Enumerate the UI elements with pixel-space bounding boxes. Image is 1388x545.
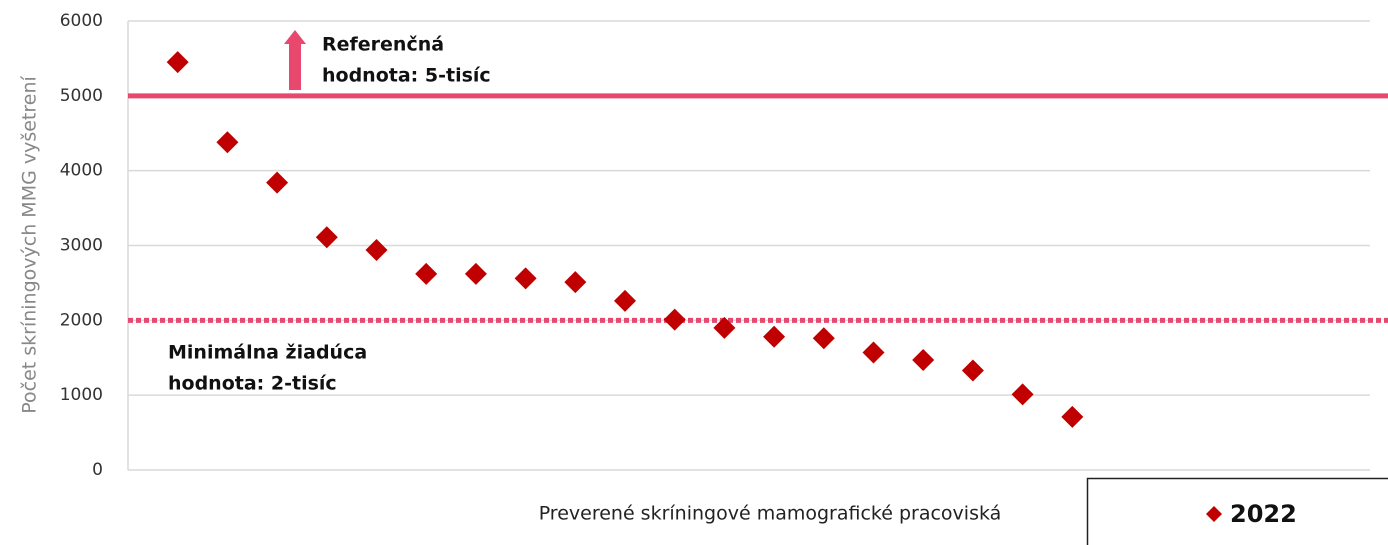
x-axis-label: Preverené skríningové mamografické praco… — [539, 503, 1002, 525]
point — [1061, 405, 1084, 428]
point — [1011, 383, 1034, 406]
point — [663, 308, 686, 331]
legend-label: 2022 — [1230, 500, 1297, 528]
annotation: Minimálna žiadúca — [168, 342, 367, 364]
annotation: Referenčná — [322, 34, 444, 56]
point — [266, 171, 289, 194]
arrow — [284, 30, 306, 90]
point — [365, 238, 388, 261]
y-tick-label: 1000 — [60, 385, 103, 405]
annotation: hodnota: 2-tisíc — [168, 373, 337, 395]
point — [216, 131, 239, 154]
point — [415, 262, 438, 285]
annotation: hodnota: 5-tisíc — [322, 65, 491, 87]
y-tick-label: 5000 — [60, 86, 103, 106]
point — [514, 267, 537, 290]
y-tick-label: 4000 — [60, 161, 103, 181]
point — [961, 359, 984, 382]
y-tick-label: 0 — [92, 460, 103, 480]
point — [564, 271, 587, 294]
point — [614, 289, 636, 312]
y-tick-label: 2000 — [60, 310, 103, 330]
point — [912, 348, 935, 371]
point — [812, 327, 835, 350]
point — [166, 51, 189, 74]
y-axis-label: Počet skríningových MMG vyšetrení — [19, 76, 41, 414]
legend-marker — [1206, 506, 1222, 522]
point — [713, 316, 736, 339]
point — [862, 341, 885, 364]
point — [315, 226, 338, 249]
legend-box — [1086, 477, 1388, 545]
point — [464, 262, 487, 285]
y-tick-label: 6000 — [60, 11, 103, 31]
point — [763, 325, 786, 348]
y-tick-label: 3000 — [60, 236, 103, 256]
